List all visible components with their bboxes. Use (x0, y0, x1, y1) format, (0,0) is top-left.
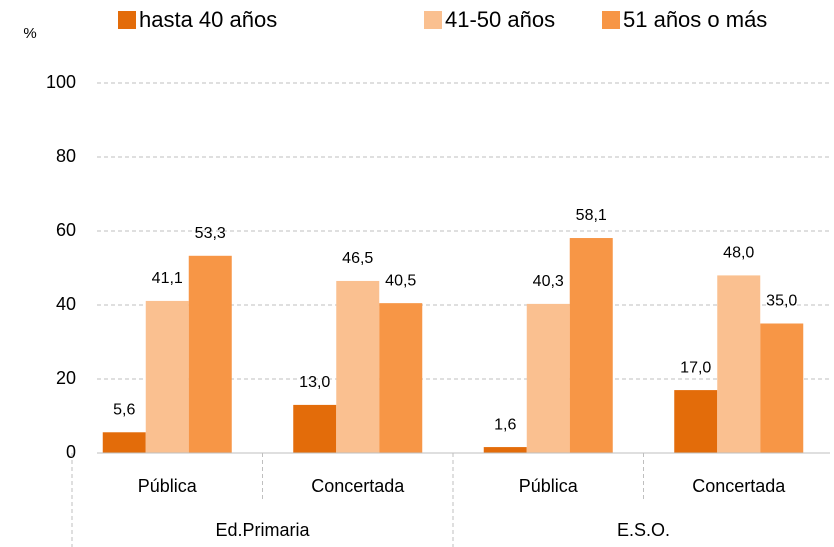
value-label: 40,5 (385, 272, 416, 289)
y-axis-label: % (23, 25, 36, 42)
x-tick-label: Pública (138, 476, 198, 496)
legend-label: hasta 40 años (139, 7, 277, 32)
value-label: 41,1 (152, 270, 183, 287)
bar (760, 323, 804, 453)
bar (717, 275, 761, 453)
legend-swatch (424, 11, 442, 29)
value-label: 58,1 (576, 207, 607, 224)
bar (188, 255, 232, 453)
value-label: 1,6 (494, 416, 516, 433)
bar (674, 390, 718, 453)
bar (483, 447, 527, 453)
x-tick-label: Concertada (692, 476, 786, 496)
y-tick-label: 100 (46, 72, 76, 92)
value-label: 53,3 (195, 225, 226, 242)
legend-label: 51 años o más (623, 7, 767, 32)
bar (336, 280, 380, 453)
group-label: Ed.Primaria (215, 520, 310, 540)
bar (379, 303, 423, 453)
value-label: 13,0 (299, 374, 330, 391)
value-label: 46,5 (342, 250, 373, 267)
bar (293, 404, 337, 453)
legend-swatch (118, 11, 136, 29)
x-tick-label: Concertada (311, 476, 405, 496)
value-label: 5,6 (113, 401, 135, 418)
value-label: 40,3 (533, 273, 564, 290)
value-label: 17,0 (680, 359, 711, 376)
x-tick-label: Pública (519, 476, 579, 496)
bar (145, 300, 189, 453)
y-tick-label: 80 (56, 146, 76, 166)
y-tick-label: 20 (56, 368, 76, 388)
bar (569, 238, 613, 453)
value-label: 35,0 (766, 293, 797, 310)
bar (102, 432, 146, 453)
value-label: 48,0 (723, 245, 754, 262)
y-tick-label: 40 (56, 294, 76, 314)
y-tick-label: 60 (56, 220, 76, 240)
bar (526, 303, 570, 453)
y-tick-label: 0 (66, 442, 76, 462)
legend-label: 41-50 años (445, 7, 555, 32)
group-label: E.S.O. (617, 520, 670, 540)
legend-swatch (602, 11, 620, 29)
